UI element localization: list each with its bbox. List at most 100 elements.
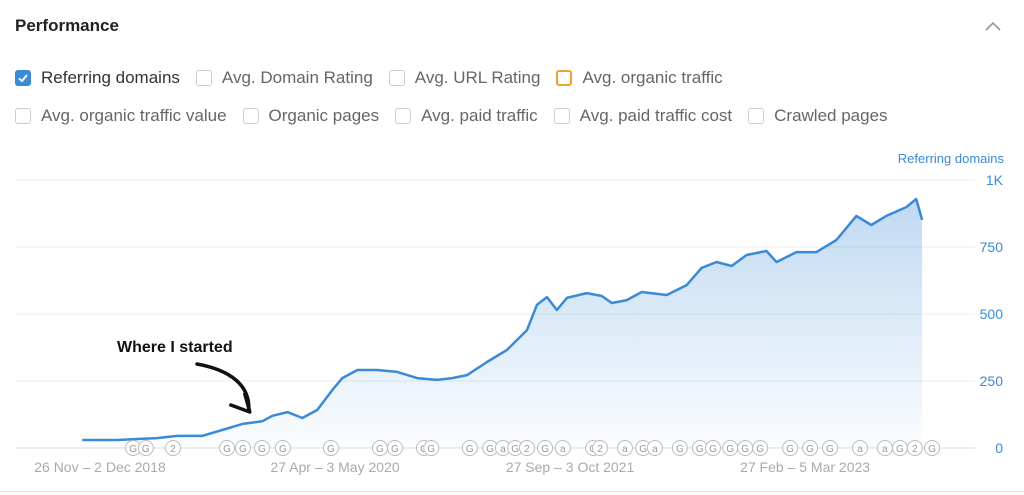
event-marker <box>253 440 270 456</box>
divider <box>0 491 1024 492</box>
y-tick-label: 250 <box>980 373 1004 389</box>
event-marker <box>165 440 182 456</box>
y-tick-label: 1K <box>986 172 1004 188</box>
event-marker-label: G <box>756 444 764 455</box>
event-marker-label: a <box>560 444 566 455</box>
checkbox-referring-domains[interactable]: Referring domains <box>15 68 180 88</box>
event-marker-label: G <box>928 444 936 455</box>
event-marker <box>219 440 236 456</box>
checkbox-label: Avg. organic traffic value <box>41 106 227 125</box>
annotation-text: Where I started <box>117 339 233 356</box>
checkbox-empty-icon[interactable] <box>553 108 570 124</box>
chart-legend: Referring domains <box>897 151 1004 166</box>
event-marker-label: G <box>511 444 519 455</box>
checkbox-label: Organic pages <box>268 106 380 125</box>
event-marker <box>752 440 769 456</box>
series-area <box>82 199 923 448</box>
event-marker <box>234 440 251 456</box>
event-marker <box>518 440 535 456</box>
event-marker-label: G <box>129 444 137 455</box>
event-marker-label: a <box>622 444 628 455</box>
event-marker <box>906 440 923 456</box>
checkbox-avg-paid-traffic-cost[interactable]: Avg. paid traffic cost <box>553 106 733 126</box>
event-marker-label: G <box>676 444 684 455</box>
event-marker-label: G <box>741 444 749 455</box>
checkbox-label: Avg. paid traffic <box>421 106 538 125</box>
event-marker <box>802 440 819 456</box>
event-marker <box>461 440 478 456</box>
arrow-head-icon <box>229 392 252 414</box>
checkbox-empty-icon[interactable] <box>556 70 573 86</box>
series-line <box>82 197 924 442</box>
event-marker-label: G <box>466 444 474 455</box>
event-marker <box>704 440 721 456</box>
event-marker-label: G <box>391 444 399 455</box>
checkbox-empty-icon[interactable] <box>388 70 405 86</box>
event-marker <box>822 440 839 456</box>
event-marker <box>851 440 868 456</box>
section-title: Performance <box>15 16 119 35</box>
event-marker-label: 2 <box>597 444 603 455</box>
checkbox-empty-icon[interactable] <box>195 70 212 86</box>
checkbox-avg-organic-traffic-value[interactable]: Avg. organic traffic value <box>15 106 227 126</box>
event-marker <box>322 440 339 456</box>
event-marker-label: G <box>239 444 247 455</box>
metric-toggle-row-2: Avg. organic traffic value Organic pages A… <box>15 106 904 126</box>
event-marker <box>671 440 688 456</box>
event-marker-label: a <box>652 444 658 455</box>
event-marker-label: G <box>142 444 150 455</box>
event-marker <box>592 440 608 456</box>
event-marker <box>274 440 291 456</box>
event-marker-label: a <box>882 444 888 455</box>
event-marker-label: a <box>500 444 506 455</box>
event-marker <box>616 440 633 456</box>
event-marker-label: G <box>826 444 834 455</box>
event-marker <box>386 440 403 456</box>
chevron-up-icon[interactable] <box>983 16 1003 36</box>
event-marker-label: G <box>806 444 814 455</box>
event-marker <box>646 440 663 456</box>
checkbox-label: Avg. paid traffic cost <box>579 106 733 125</box>
event-marker <box>554 440 571 456</box>
event-marker-label: G <box>696 444 704 455</box>
checkbox-crawled-pages[interactable]: Crawled pages <box>748 106 888 126</box>
checkbox-avg-organic-traffic[interactable]: Avg. organic traffic <box>556 68 723 88</box>
event-marker-label: G <box>327 444 335 455</box>
annotation-arrow <box>195 362 251 412</box>
event-marker-label: G <box>786 444 794 455</box>
checkbox-label: Crawled pages <box>774 106 888 125</box>
checkbox-avg-paid-traffic[interactable]: Avg. paid traffic <box>395 106 538 126</box>
event-marker <box>537 440 554 456</box>
x-tick-label: 27 Feb – 5 Mar 2023 <box>740 459 870 475</box>
checkbox-label: Avg. Domain Rating <box>221 68 373 87</box>
checkbox-empty-icon[interactable] <box>15 108 31 124</box>
event-marker-label: G <box>279 444 287 455</box>
metric-toggle-row-1: Referring domains Avg. Domain Rating Avg. … <box>15 68 739 88</box>
event-marker <box>924 440 941 456</box>
x-tick-label: 27 Apr – 3 May 2020 <box>270 459 399 475</box>
event-marker-label: G <box>427 444 435 455</box>
checkbox-avg-domain-rating[interactable]: Avg. Domain Rating <box>195 68 373 88</box>
checkbox-organic-pages[interactable]: Organic pages <box>242 106 380 126</box>
event-marker-label: G <box>541 444 549 455</box>
checkbox-empty-icon[interactable] <box>395 108 412 124</box>
checkbox-checked-icon[interactable] <box>15 70 31 86</box>
event-marker <box>423 440 440 456</box>
x-tick-label: 27 Sep – 3 Oct 2021 <box>506 459 635 475</box>
event-marker-label: G <box>639 444 647 455</box>
event-marker-label: G <box>486 444 494 455</box>
checkbox-empty-icon[interactable] <box>242 108 259 124</box>
event-marker-label: G <box>896 444 904 455</box>
checkmark-icon <box>18 74 28 83</box>
checkbox-avg-url-rating[interactable]: Avg. URL Rating <box>388 68 540 88</box>
checkbox-empty-icon[interactable] <box>748 108 765 124</box>
event-marker-label: G <box>258 444 266 455</box>
event-marker <box>137 440 154 456</box>
event-marker-label: a <box>857 444 863 455</box>
event-marker <box>782 440 799 456</box>
event-marker-label: G <box>376 444 384 455</box>
event-marker-label: G <box>709 444 717 455</box>
checkbox-label: Referring domains <box>41 68 180 87</box>
checkbox-label: Avg. organic traffic <box>582 68 723 87</box>
